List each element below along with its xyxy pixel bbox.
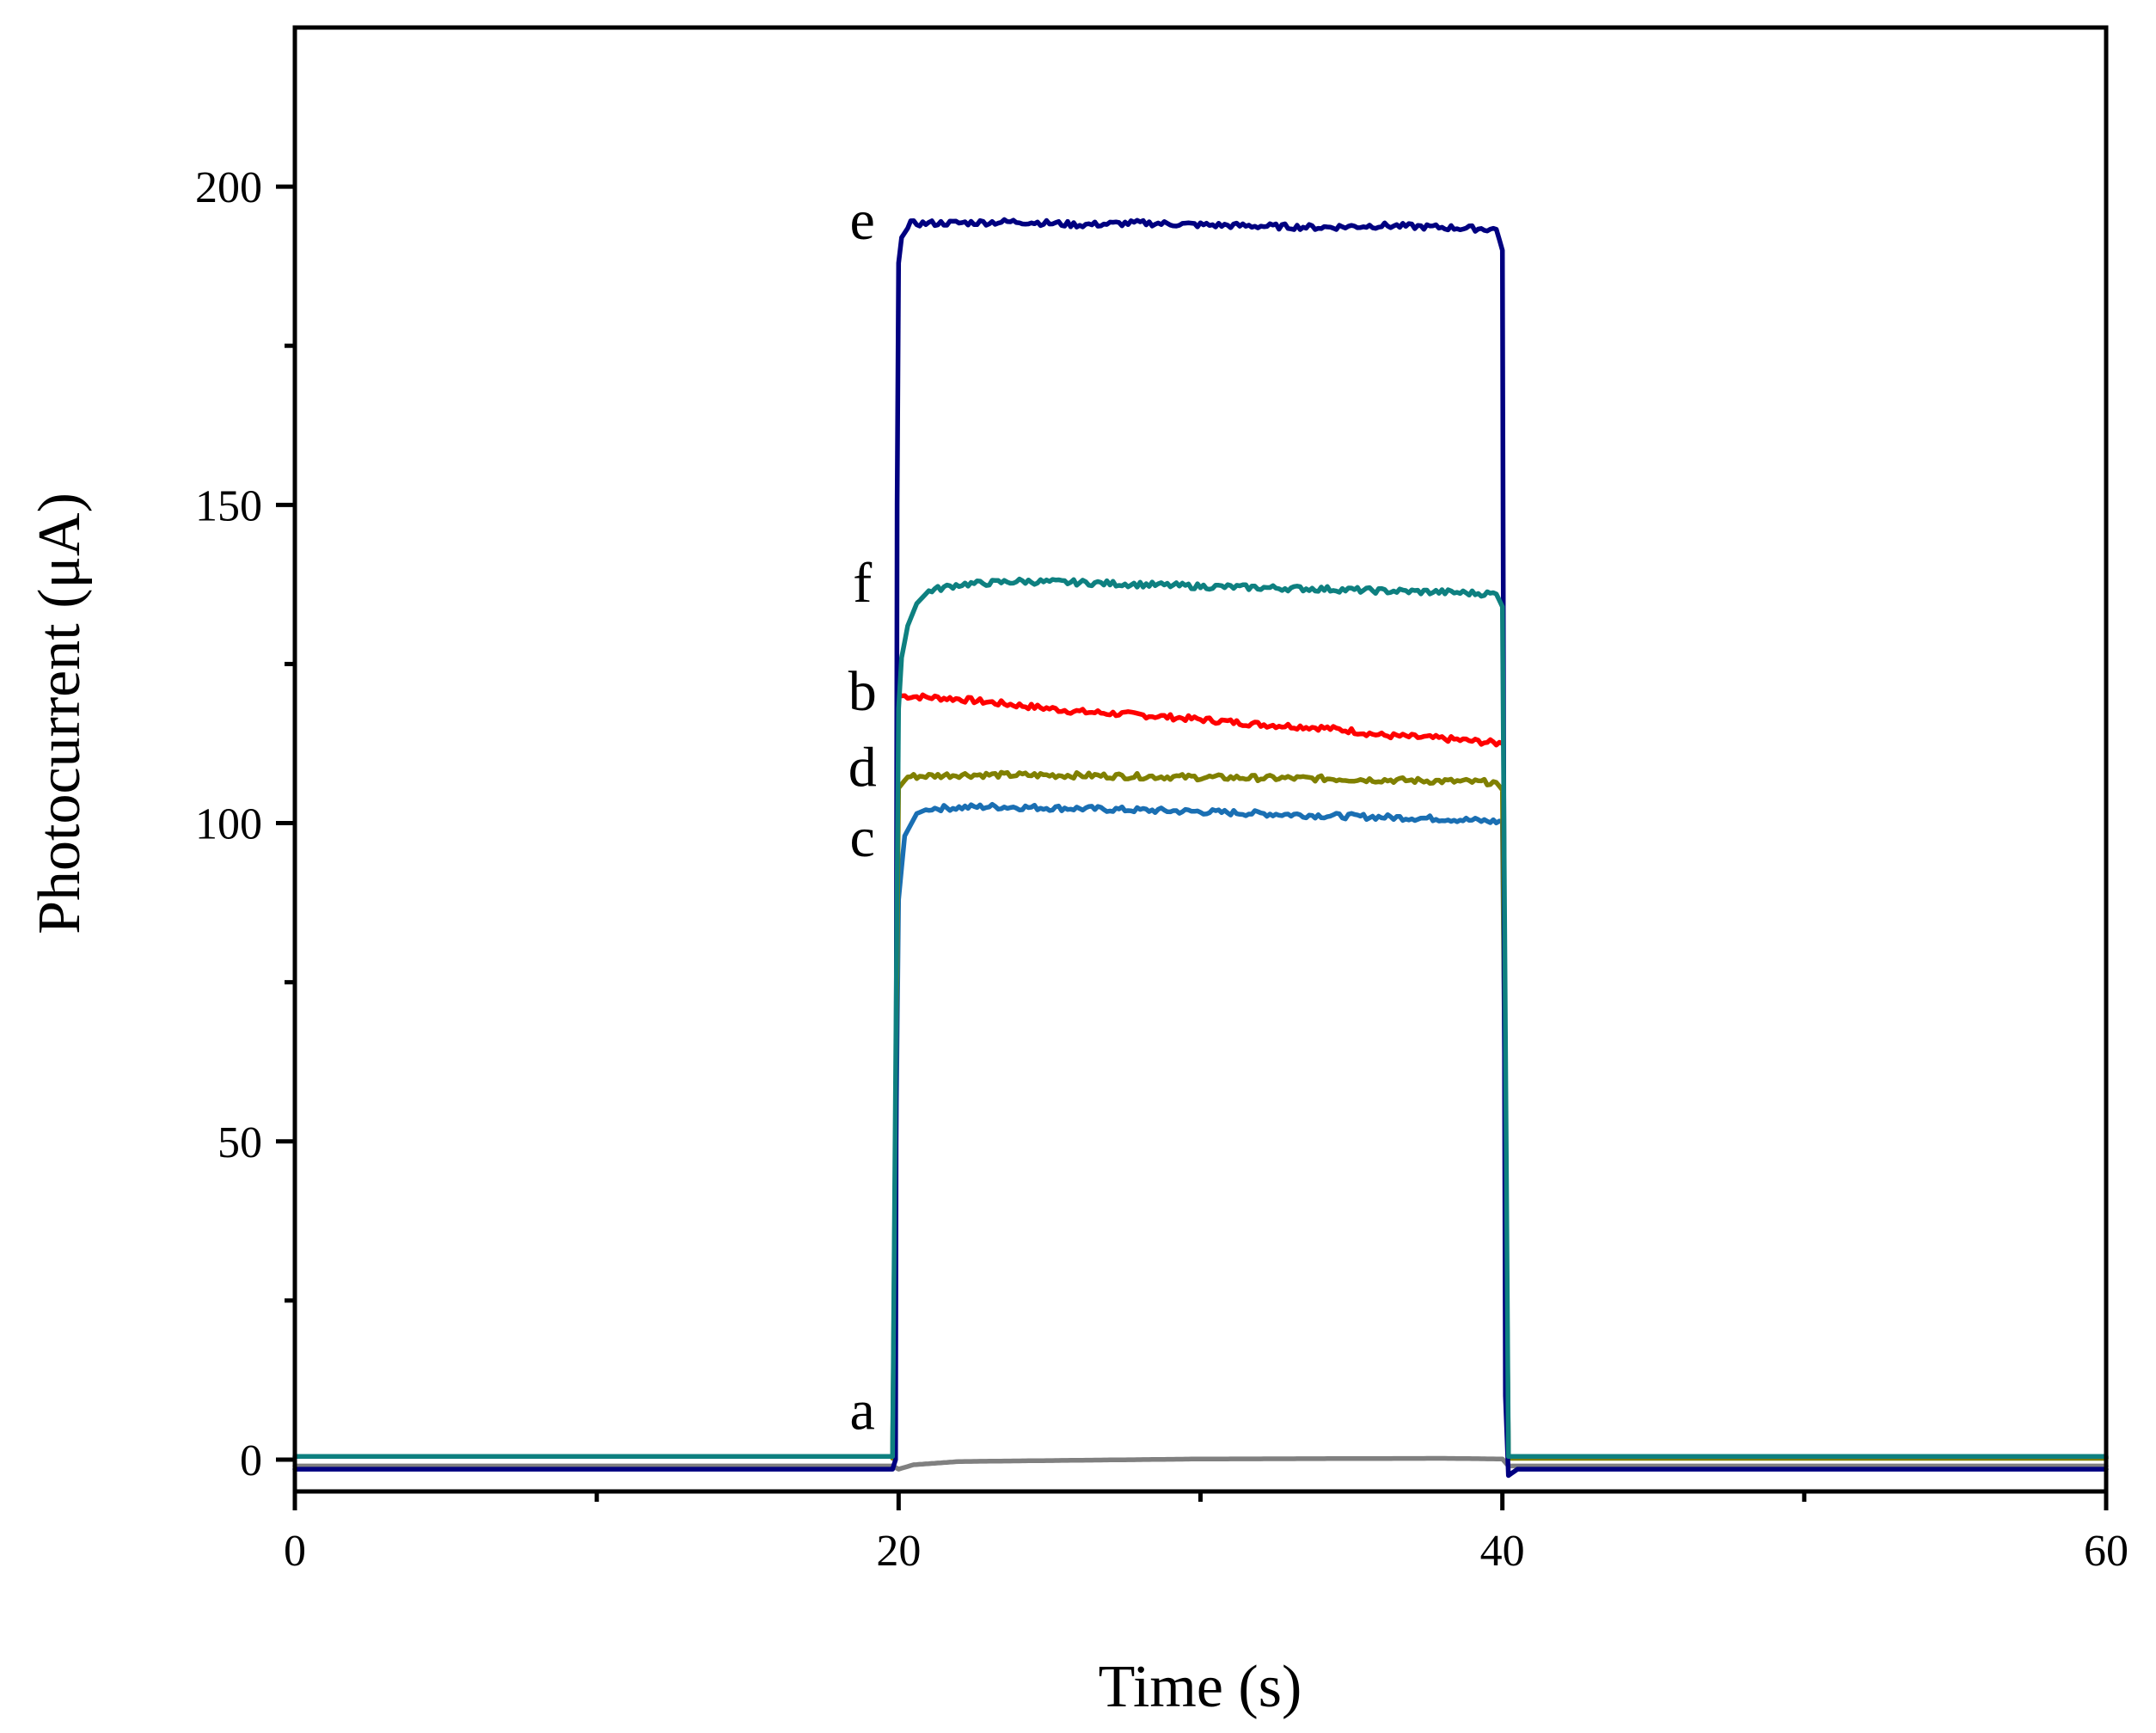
curve-label-d: d: [848, 737, 877, 799]
x-tick-label: 20: [876, 1527, 921, 1576]
curve-label-a: a: [850, 1379, 875, 1442]
series-line-b: [899, 692, 1505, 748]
series-line-e: [292, 217, 2109, 1479]
x-axis-title: Time (s): [1099, 1654, 1302, 1720]
y-tick-label: 100: [195, 800, 262, 849]
curves-layer: [292, 217, 2109, 1479]
y-tick-label: 150: [195, 481, 262, 530]
curve-label-b: b: [848, 660, 877, 723]
x-tick-label: 60: [2084, 1527, 2128, 1576]
curve-label-c: c: [850, 806, 875, 869]
y-axis-title: Photocurrent (μA): [27, 493, 93, 934]
y-tick-label: 50: [217, 1118, 262, 1167]
x-tick-label: 40: [1480, 1527, 1525, 1576]
curve-label-f: f: [853, 552, 872, 615]
y-tick-label: 0: [240, 1436, 262, 1485]
series-line-f: [292, 576, 2109, 1460]
curve-label-e: e: [850, 189, 875, 252]
x-tick-label: 0: [284, 1527, 306, 1576]
ticks-layer: 0 20 40 60 0 50 100 150 200: [195, 163, 2128, 1576]
series-line-a: [292, 1455, 2109, 1472]
y-tick-label: 200: [195, 163, 262, 212]
